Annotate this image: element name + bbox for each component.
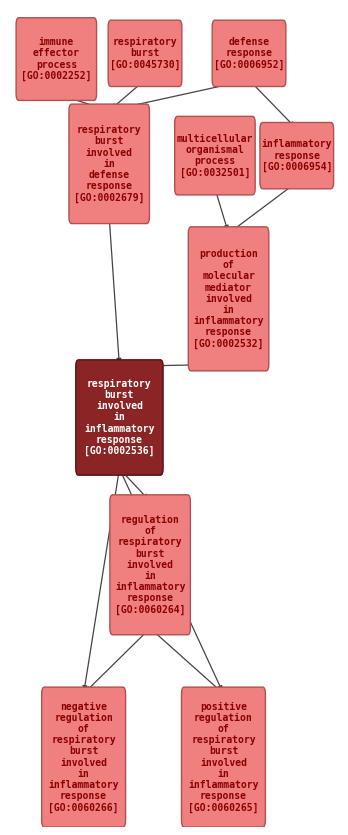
Text: positive
regulation
of
respiratory
burst
involved
in
inflammatory
response
[GO:0: positive regulation of respiratory burst…: [188, 701, 259, 812]
FancyBboxPatch shape: [175, 116, 255, 195]
FancyBboxPatch shape: [188, 227, 269, 371]
Text: negative
regulation
of
respiratory
burst
involved
in
inflammatory
response
[GO:0: negative regulation of respiratory burst…: [48, 701, 119, 812]
FancyBboxPatch shape: [16, 18, 97, 100]
Text: multicellular
organismal
process
[GO:0032501]: multicellular organismal process [GO:003…: [177, 134, 253, 178]
FancyBboxPatch shape: [110, 495, 190, 635]
FancyBboxPatch shape: [212, 20, 286, 87]
Text: production
of
molecular
mediator
involved
in
inflammatory
response
[GO:0002532]: production of molecular mediator involve…: [193, 249, 264, 349]
Text: regulation
of
respiratory
burst
involved
in
inflammatory
response
[GO:0060264]: regulation of respiratory burst involved…: [115, 515, 185, 615]
FancyBboxPatch shape: [182, 687, 266, 827]
Text: inflammatory
response
[GO:0006954]: inflammatory response [GO:0006954]: [262, 139, 332, 172]
Text: respiratory
burst
involved
in
inflammatory
response
[GO:0002536]: respiratory burst involved in inflammato…: [84, 379, 155, 456]
FancyBboxPatch shape: [260, 123, 334, 189]
Text: defense
response
[GO:0006952]: defense response [GO:0006952]: [214, 37, 284, 69]
FancyBboxPatch shape: [108, 20, 182, 87]
Text: respiratory
burst
[GO:0045730]: respiratory burst [GO:0045730]: [110, 37, 180, 69]
Text: immune
effector
process
[GO:0002252]: immune effector process [GO:0002252]: [21, 38, 92, 81]
FancyBboxPatch shape: [76, 360, 163, 475]
FancyBboxPatch shape: [69, 104, 149, 224]
Text: respiratory
burst
involved
in
defense
response
[GO:0002679]: respiratory burst involved in defense re…: [74, 125, 144, 203]
FancyBboxPatch shape: [42, 687, 126, 827]
